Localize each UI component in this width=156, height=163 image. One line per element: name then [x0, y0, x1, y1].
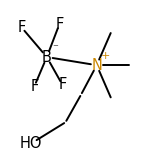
- Text: F: F: [18, 20, 26, 35]
- Text: F: F: [30, 79, 38, 94]
- Text: F: F: [55, 17, 63, 32]
- Text: F: F: [58, 77, 66, 92]
- Text: HO: HO: [20, 136, 42, 151]
- Text: +: +: [101, 51, 110, 61]
- Text: ⁻: ⁻: [52, 43, 58, 53]
- Text: B: B: [42, 50, 52, 65]
- Text: N: N: [91, 58, 102, 73]
